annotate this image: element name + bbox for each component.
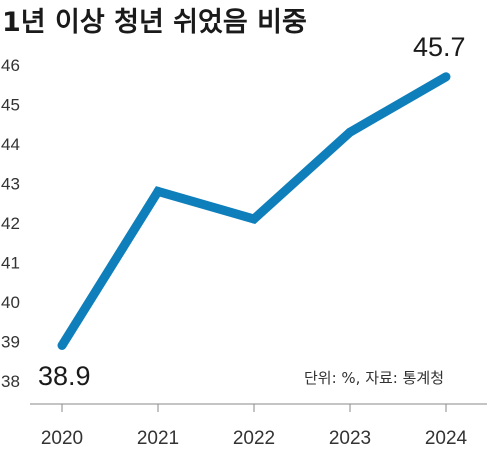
y-tick-label: 42 [1,214,20,233]
data-points [57,72,451,350]
y-tick-label: 43 [1,175,20,194]
y-tick-label: 44 [1,135,20,154]
y-tick-label: 45 [1,96,20,115]
y-axis-ticks: 38 39 40 41 42 43 44 45 46 [1,56,20,391]
data-point [249,214,259,224]
x-tick-label: 2024 [425,428,468,449]
data-point [57,341,67,350]
data-label-first: 38.9 [38,361,91,391]
data-label-last: 45.7 [413,32,466,62]
x-tick-label: 2021 [137,428,179,449]
y-tick-label: 40 [1,293,20,312]
x-tick-label: 2023 [329,428,371,449]
x-tick-label: 2022 [233,428,275,449]
series-line [58,72,449,348]
data-point [345,127,355,137]
x-axis-ticks: 2020 2021 2022 2023 2024 [41,404,468,449]
x-tick-label: 2020 [41,428,83,449]
chart-title: 1년 이상 청년 쉬었음 비중 [2,7,307,38]
y-tick-label: 41 [1,254,20,273]
y-tick-label: 46 [1,56,20,75]
y-tick-label: 39 [1,333,20,352]
y-tick-label: 38 [1,372,20,391]
data-point [441,72,451,82]
data-point [153,186,163,196]
source-note: 단위: %, 자료: 통계청 [304,369,444,387]
